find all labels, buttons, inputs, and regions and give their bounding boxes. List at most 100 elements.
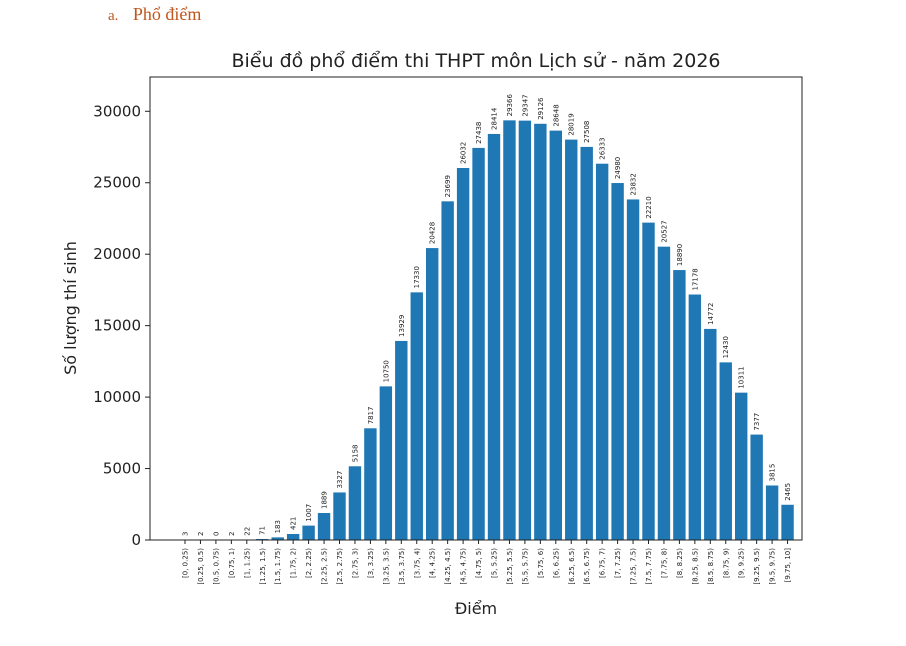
section-title: Phổ điểm — [132, 4, 202, 24]
x-tick-label: [0.5, 0.75) — [212, 548, 220, 585]
x-tick-label: [8.5, 8.75) — [707, 548, 715, 585]
data-label: 29366 — [506, 94, 514, 117]
x-axis-ticks: [0, 0.25) [0.25, 0.5) [0.5, 0.75) [0.75, 1)… — [182, 540, 792, 585]
bar — [348, 466, 362, 540]
x-tick-label: [4.75, 5) — [475, 548, 483, 578]
x-tick-label: [3.25, 3.5) — [382, 548, 390, 585]
data-label: 1889 — [321, 491, 329, 509]
data-label: 5158 — [351, 444, 359, 462]
x-tick-label: [0.25, 0.5) — [197, 548, 205, 585]
x-tick-label: [3.75, 4) — [413, 548, 421, 578]
x-axis-label: Điểm — [455, 599, 497, 618]
data-label: 23832 — [630, 173, 638, 195]
data-label: 26333 — [599, 137, 607, 159]
x-tick-label: [2, 2.25) — [305, 548, 313, 578]
data-label: 7817 — [367, 406, 375, 424]
bar — [565, 139, 578, 540]
x-tick-label: [0.75, 1) — [228, 548, 236, 578]
bar — [735, 392, 748, 540]
data-label: 421 — [290, 517, 298, 530]
data-label: 3815 — [769, 464, 777, 482]
data-label: 27438 — [475, 122, 483, 144]
x-tick-label: [6, 6.25) — [552, 548, 560, 578]
bar — [673, 270, 686, 540]
bar — [642, 222, 655, 540]
x-tick-label: [9.25, 9.5) — [753, 548, 761, 585]
bar — [456, 167, 470, 540]
y-tick-label: 10000 — [93, 388, 141, 406]
x-tick-label: [4.5, 4.75) — [460, 548, 468, 585]
section-marker: a. — [108, 8, 119, 24]
bar — [704, 328, 717, 540]
bar — [302, 525, 315, 540]
data-label: 20428 — [429, 222, 437, 244]
bar — [503, 120, 516, 540]
section-heading: a. Phổ điểm — [108, 4, 201, 25]
bar — [410, 292, 423, 540]
data-label: 2 — [197, 532, 205, 536]
bar — [781, 504, 794, 540]
x-tick-label: [7, 7.25) — [614, 548, 622, 578]
bar — [750, 434, 763, 540]
x-tick-label: [0, 0.25) — [182, 548, 190, 578]
data-label: 17330 — [413, 266, 421, 288]
x-tick-label: [1.5, 1.75) — [274, 548, 282, 585]
x-tick-label: [6.25, 6.5) — [568, 548, 576, 585]
data-label: 22 — [243, 527, 251, 536]
y-axis-label: Số lượng thí sinh — [61, 241, 80, 375]
data-labels: 3 2 0 2 22 71 183 42110071889332751587817107501… — [182, 94, 793, 536]
bar — [271, 537, 284, 540]
chart-title: Biểu đồ phổ điểm thi THPT môn Lịch sử - … — [231, 50, 720, 72]
y-tick-label: 30000 — [93, 102, 141, 120]
data-label: 18890 — [676, 244, 684, 266]
bar — [595, 163, 609, 540]
bar — [611, 183, 624, 540]
y-axis-ticks: 0 5000 10000 15000 20000 25000 30000 — [93, 102, 150, 549]
bar — [549, 130, 562, 540]
x-tick-label: [2.5, 2.75) — [336, 548, 344, 585]
data-label: 1007 — [305, 504, 313, 522]
bar — [379, 386, 393, 540]
x-tick-label: [1.25, 1.5) — [259, 548, 267, 585]
y-tick-label: 15000 — [93, 317, 141, 335]
data-label: 29126 — [537, 97, 545, 120]
data-label: 27508 — [583, 121, 591, 143]
data-label: 23699 — [444, 175, 452, 197]
bar — [333, 492, 346, 540]
data-label: 28648 — [552, 104, 560, 126]
data-label: 183 — [274, 520, 282, 533]
data-label: 29347 — [521, 94, 529, 116]
data-label: 13929 — [398, 315, 406, 337]
x-tick-label: [6.5, 6.75) — [583, 548, 591, 585]
x-tick-label: [5.75, 6) — [537, 548, 545, 578]
bars — [178, 120, 794, 541]
data-label: 17178 — [691, 268, 699, 290]
bar — [518, 120, 532, 540]
y-tick-label: 0 — [131, 531, 141, 549]
bar — [472, 147, 485, 540]
data-label: 3327 — [336, 471, 344, 489]
bar — [534, 123, 547, 541]
x-tick-label: [7.75, 8) — [660, 548, 668, 578]
x-tick-label: [5.5, 5.75) — [521, 548, 529, 585]
x-tick-label: [7.25, 7.5) — [630, 548, 638, 585]
data-label: 2 — [228, 532, 236, 536]
y-tick-label: 5000 — [103, 460, 141, 478]
data-label: 3 — [182, 531, 190, 535]
data-label: 2465 — [784, 483, 792, 501]
x-tick-label: [7.5, 7.75) — [645, 548, 653, 585]
x-tick-label: [2.25, 2.5) — [321, 548, 329, 585]
bar — [487, 133, 501, 540]
bar — [395, 340, 408, 540]
x-tick-label: [4.25, 4.5) — [444, 548, 452, 585]
data-label: 71 — [259, 526, 267, 535]
bar — [426, 248, 439, 540]
x-tick-label: [2.75, 3) — [351, 548, 359, 578]
y-tick-label: 25000 — [93, 174, 141, 192]
x-tick-label: [1, 1.25) — [243, 548, 251, 578]
x-tick-label: [9.5, 9.75) — [769, 548, 777, 585]
bar — [286, 533, 300, 540]
x-tick-label: [5, 5.25) — [491, 548, 499, 578]
plot-frame — [149, 76, 803, 541]
